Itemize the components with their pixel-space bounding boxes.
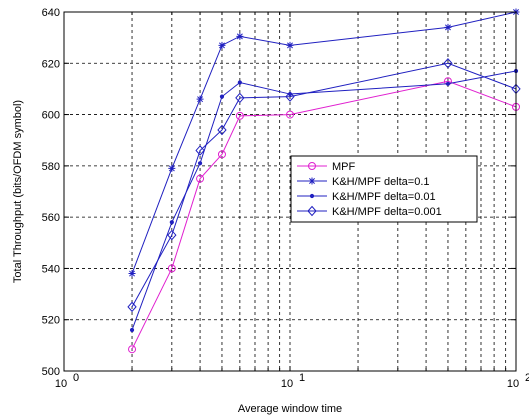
y-tick-label: 520	[42, 315, 60, 327]
x-tick-label-exponent: 1	[299, 372, 305, 384]
data-point	[167, 229, 177, 241]
data-point	[218, 41, 226, 49]
series-line	[131, 11, 517, 274]
x-tick-label-exponent: 0	[73, 372, 79, 384]
data-point	[217, 150, 226, 159]
legend-marker	[307, 205, 317, 217]
data-point	[237, 80, 242, 85]
data-point	[128, 270, 136, 278]
data-point	[235, 92, 245, 104]
data-point	[167, 264, 176, 273]
legend-marker	[308, 177, 316, 185]
legend-label: K&H/MPF delta=0.1	[332, 176, 430, 188]
legend-marker	[308, 162, 316, 170]
data-point	[286, 41, 294, 49]
y-tick-label: 600	[42, 110, 60, 122]
y-axis-label: Total Throughput (bits/OFDM symbol)	[12, 100, 24, 283]
y-tick-label: 500	[42, 366, 60, 378]
legend-label: K&H/MPF delta=0.01	[332, 191, 436, 203]
data-point	[168, 164, 176, 172]
data-point	[444, 23, 452, 31]
legend-item: K&H/MPF delta=0.01	[297, 191, 436, 203]
legend-label: K&H/MPF delta=0.001	[332, 206, 442, 218]
data-point	[128, 345, 137, 354]
legend-marker	[309, 193, 315, 199]
x-tick-label-exponent: 2	[525, 372, 529, 384]
data-point	[445, 81, 451, 86]
data-point	[285, 91, 295, 102]
data-point	[197, 161, 203, 166]
data-point	[236, 32, 244, 40]
data-series	[127, 8, 521, 354]
legend-item: MPF	[297, 161, 356, 173]
legend-item: K&H/MPF delta=0.1	[297, 176, 430, 188]
y-tick-label: 640	[42, 7, 60, 19]
data-point	[219, 94, 225, 99]
legend-item: K&H/MPF delta=0.001	[297, 205, 442, 218]
data-point	[235, 111, 244, 120]
x-tick-label: 10	[507, 378, 519, 390]
y-tick-label: 560	[42, 212, 60, 224]
data-point	[196, 95, 204, 103]
data-point	[217, 124, 227, 136]
axis-ticks: 500 520 540 560 580 600 620 640 10 0 10 1 10 2	[42, 7, 529, 390]
legend: MPF K&H/MPF delta=0.1 K&H/MPF delta=0.01 K&…	[290, 155, 478, 223]
data-point	[169, 220, 174, 225]
x-tick-label: 10	[281, 378, 293, 390]
series-line	[131, 80, 517, 350]
y-tick-label: 540	[42, 263, 60, 275]
series-1	[128, 77, 520, 354]
series-line	[131, 70, 517, 331]
data-point	[286, 110, 294, 119]
y-tick-label: 620	[42, 58, 60, 70]
y-tick-label: 580	[42, 161, 60, 173]
legend-label: MPF	[332, 161, 356, 173]
x-axis-label: Average window time	[238, 403, 342, 415]
x-tick-label: 10	[55, 378, 67, 390]
data-point	[127, 301, 137, 313]
series-line	[131, 62, 517, 308]
data-point	[443, 58, 453, 69]
data-point	[129, 327, 135, 333]
data-point	[196, 174, 205, 183]
data-point	[195, 145, 205, 156]
